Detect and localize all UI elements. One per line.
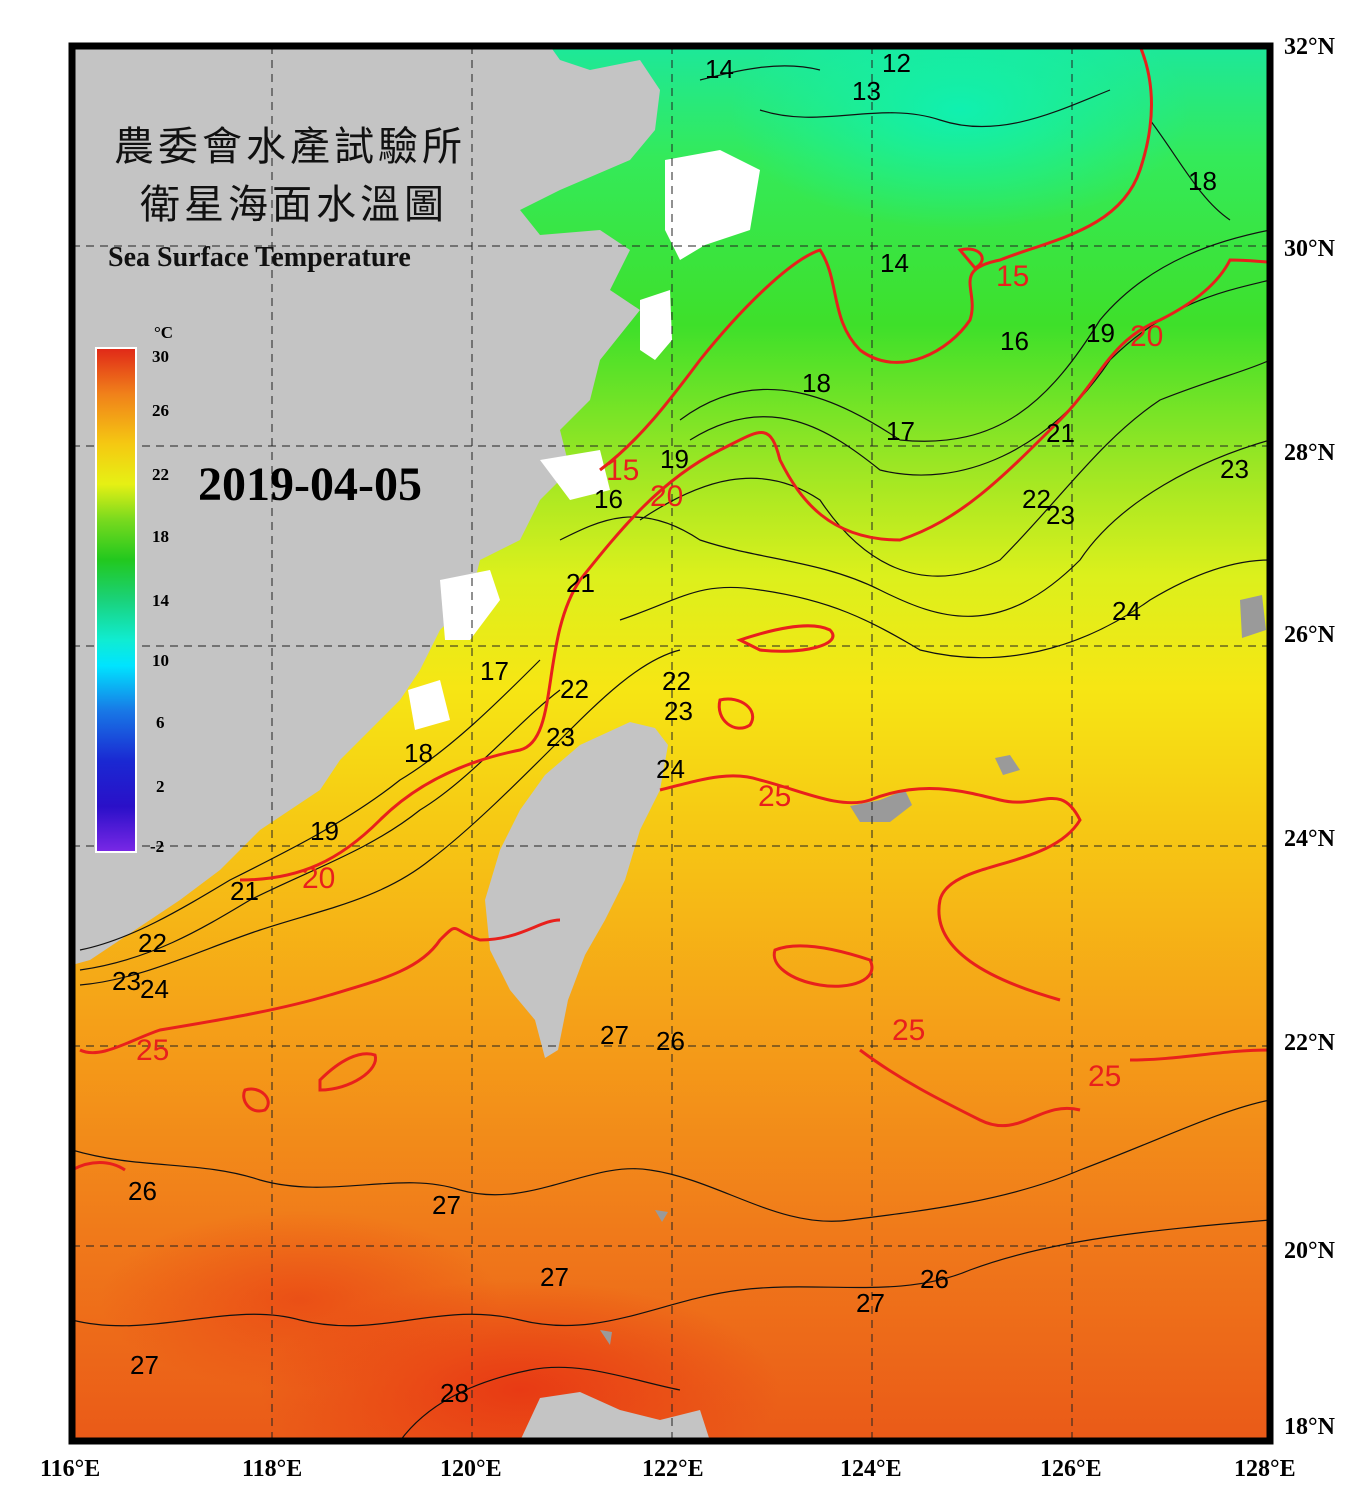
contour-label: 22 (1022, 484, 1051, 514)
lon-label: 122°E (642, 1456, 704, 1482)
contour-label: 17 (480, 656, 509, 686)
isotherms-minor (72, 65, 1270, 1441)
contour-label: 18 (802, 368, 831, 398)
lat-label: 24°N (1284, 826, 1336, 852)
colorbar-tick: 18 (152, 527, 169, 546)
colorbar-tick: 22 (152, 465, 169, 484)
title-line1: 農委會水產試驗所 (114, 124, 466, 170)
contour-label: 15 (996, 260, 1029, 293)
graticule (72, 46, 1270, 1441)
contour-label: 25 (758, 780, 791, 813)
contour-label: 27 (130, 1350, 159, 1380)
contour-label: 18 (1188, 166, 1217, 196)
isotherm-25 (79, 918, 561, 1055)
contour-label: 25 (1088, 1060, 1121, 1093)
contour-label: 25 (892, 1014, 925, 1047)
lon-label: 116°E (40, 1456, 100, 1482)
lon-label: 126°E (1040, 1456, 1102, 1482)
colorbar-tick: 30 (152, 347, 169, 366)
contour-label: 22 (560, 674, 589, 704)
contour-label: 20 (1130, 320, 1163, 353)
contour-label: 19 (660, 444, 689, 474)
contour-label: 21 (566, 568, 595, 598)
contour-label: 14 (880, 248, 909, 278)
contour-label: 27 (432, 1190, 461, 1220)
colorbar-unit: °C (154, 323, 173, 342)
contour-label: 25 (136, 1034, 169, 1067)
contour-label: 12 (882, 48, 911, 78)
contour-label: 26 (656, 1026, 685, 1056)
longitude-labels: 116°E 118°E 120°E 122°E 124°E 126°E 128°… (40, 1456, 1296, 1482)
lon-label: 118°E (242, 1456, 302, 1482)
isotherms-major (72, 46, 1270, 1172)
contour-label: 23 (1046, 500, 1075, 530)
contour-label: 22 (138, 928, 167, 958)
contour-label: 28 (440, 1378, 469, 1408)
contour-label: 27 (856, 1288, 885, 1318)
contour-label: 22 (662, 666, 691, 696)
colorbar: °C 30 26 22 18 14 10 6 2 -2 (95, 323, 173, 856)
contour-label: 23 (1220, 454, 1249, 484)
colorbar-tick: 26 (152, 401, 169, 420)
contour-labels-black: 14 12 13 18 14 16 19 21 23 18 17 19 16 2… (112, 48, 1249, 1408)
contour-label: 27 (600, 1020, 629, 1050)
contour-label: 16 (1000, 326, 1029, 356)
lat-label: 18°N (1284, 1414, 1336, 1440)
luzon-island (520, 1392, 710, 1441)
latitude-labels: 32°N 30°N 28°N 26°N 24°N 22°N 20°N 18°N (1284, 34, 1336, 1440)
lat-label: 32°N (1284, 34, 1336, 60)
contour-label: 26 (920, 1264, 949, 1294)
contour-label: 27 (540, 1262, 569, 1292)
contour-label: 24 (1112, 596, 1141, 626)
contour-label: 26 (128, 1176, 157, 1206)
contour-label: 24 (140, 974, 169, 1004)
contour-label: 17 (886, 416, 915, 446)
contour-label: 21 (1046, 418, 1075, 448)
colorbar-tick: -2 (150, 837, 164, 856)
title-english: Sea Surface Temperature (108, 242, 411, 273)
cloud-mask (408, 150, 760, 730)
contour-label: 15 (606, 454, 639, 487)
contour-label: 24 (656, 754, 685, 784)
contour-label: 23 (546, 722, 575, 752)
colorbar-tick: 6 (156, 713, 165, 732)
lon-label: 124°E (840, 1456, 902, 1482)
contour-label: 20 (650, 480, 683, 513)
colorbar-tick: 14 (152, 591, 170, 610)
lat-label: 20°N (1284, 1238, 1336, 1264)
contour-label: 19 (310, 816, 339, 846)
contour-label: 20 (302, 862, 335, 895)
china-mainland (72, 46, 660, 965)
title-line2: 衛星海面水溫圖 (140, 182, 448, 228)
taiwan-island (485, 722, 668, 1058)
lat-label: 28°N (1284, 440, 1336, 466)
lat-label: 22°N (1284, 1030, 1336, 1056)
lon-label: 128°E (1234, 1456, 1296, 1482)
contour-label: 18 (404, 738, 433, 768)
contour-label: 13 (852, 76, 881, 106)
contour-label: 21 (230, 876, 259, 906)
contour-label: 16 (594, 484, 623, 514)
contour-label: 19 (1086, 318, 1115, 348)
isotherm-20 (239, 258, 1270, 882)
contour-labels-red: 15 15 20 20 20 25 25 25 25 (136, 260, 1163, 1093)
land-masses (72, 46, 1266, 1441)
contour-label: 14 (705, 54, 734, 84)
colorbar-tick: 10 (152, 651, 169, 670)
map-frame (68, 42, 1274, 1445)
map-date: 2019-04-05 (198, 458, 422, 511)
contour-label: 23 (112, 966, 141, 996)
lon-label: 120°E (440, 1456, 502, 1482)
isotherm-15 (599, 46, 1154, 472)
contour-label: 23 (664, 696, 693, 726)
lat-label: 30°N (1284, 236, 1336, 262)
lat-label: 26°N (1284, 622, 1336, 648)
colorbar-tick: 2 (156, 777, 165, 796)
